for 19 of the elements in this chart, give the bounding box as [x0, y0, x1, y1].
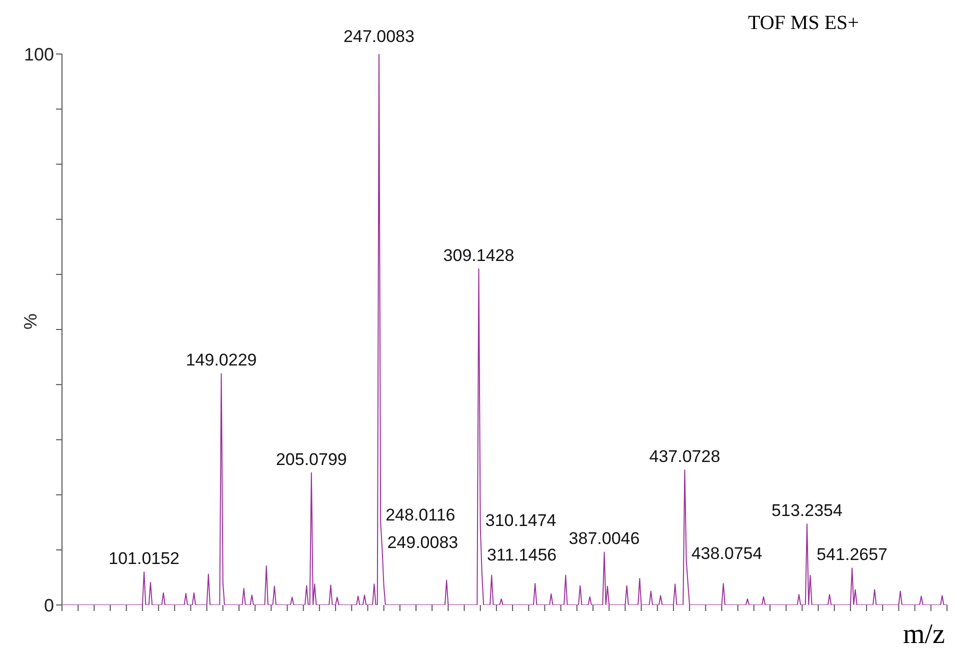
annotation: 247.0083 — [344, 27, 414, 46]
annotation: 101.0152 — [108, 548, 180, 568]
annotation: 387.0046 — [568, 529, 640, 548]
annotation: 438.0754 — [691, 544, 762, 563]
annotation: 248.0116 — [386, 505, 456, 524]
annotation: 205.0799 — [276, 450, 347, 469]
annotation: 149.0229 — [186, 350, 257, 370]
annotation: 311.1456 — [486, 546, 557, 565]
annotation: 437.0728 — [649, 447, 720, 466]
chart-title: TOF MS ES+ — [748, 12, 859, 35]
annotation: 249.0083 — [387, 532, 458, 552]
y-tick-label: 100 — [24, 44, 54, 64]
annotation: 513.2354 — [772, 501, 842, 520]
y-axis-title: % — [20, 313, 40, 330]
annotation: 541.2657 — [816, 545, 888, 564]
x-axis-title: m/z — [903, 619, 945, 650]
y-tick-label: 0 — [44, 595, 54, 616]
annotation: 309.1428 — [443, 246, 514, 265]
annotation: 310.1474 — [485, 510, 556, 530]
